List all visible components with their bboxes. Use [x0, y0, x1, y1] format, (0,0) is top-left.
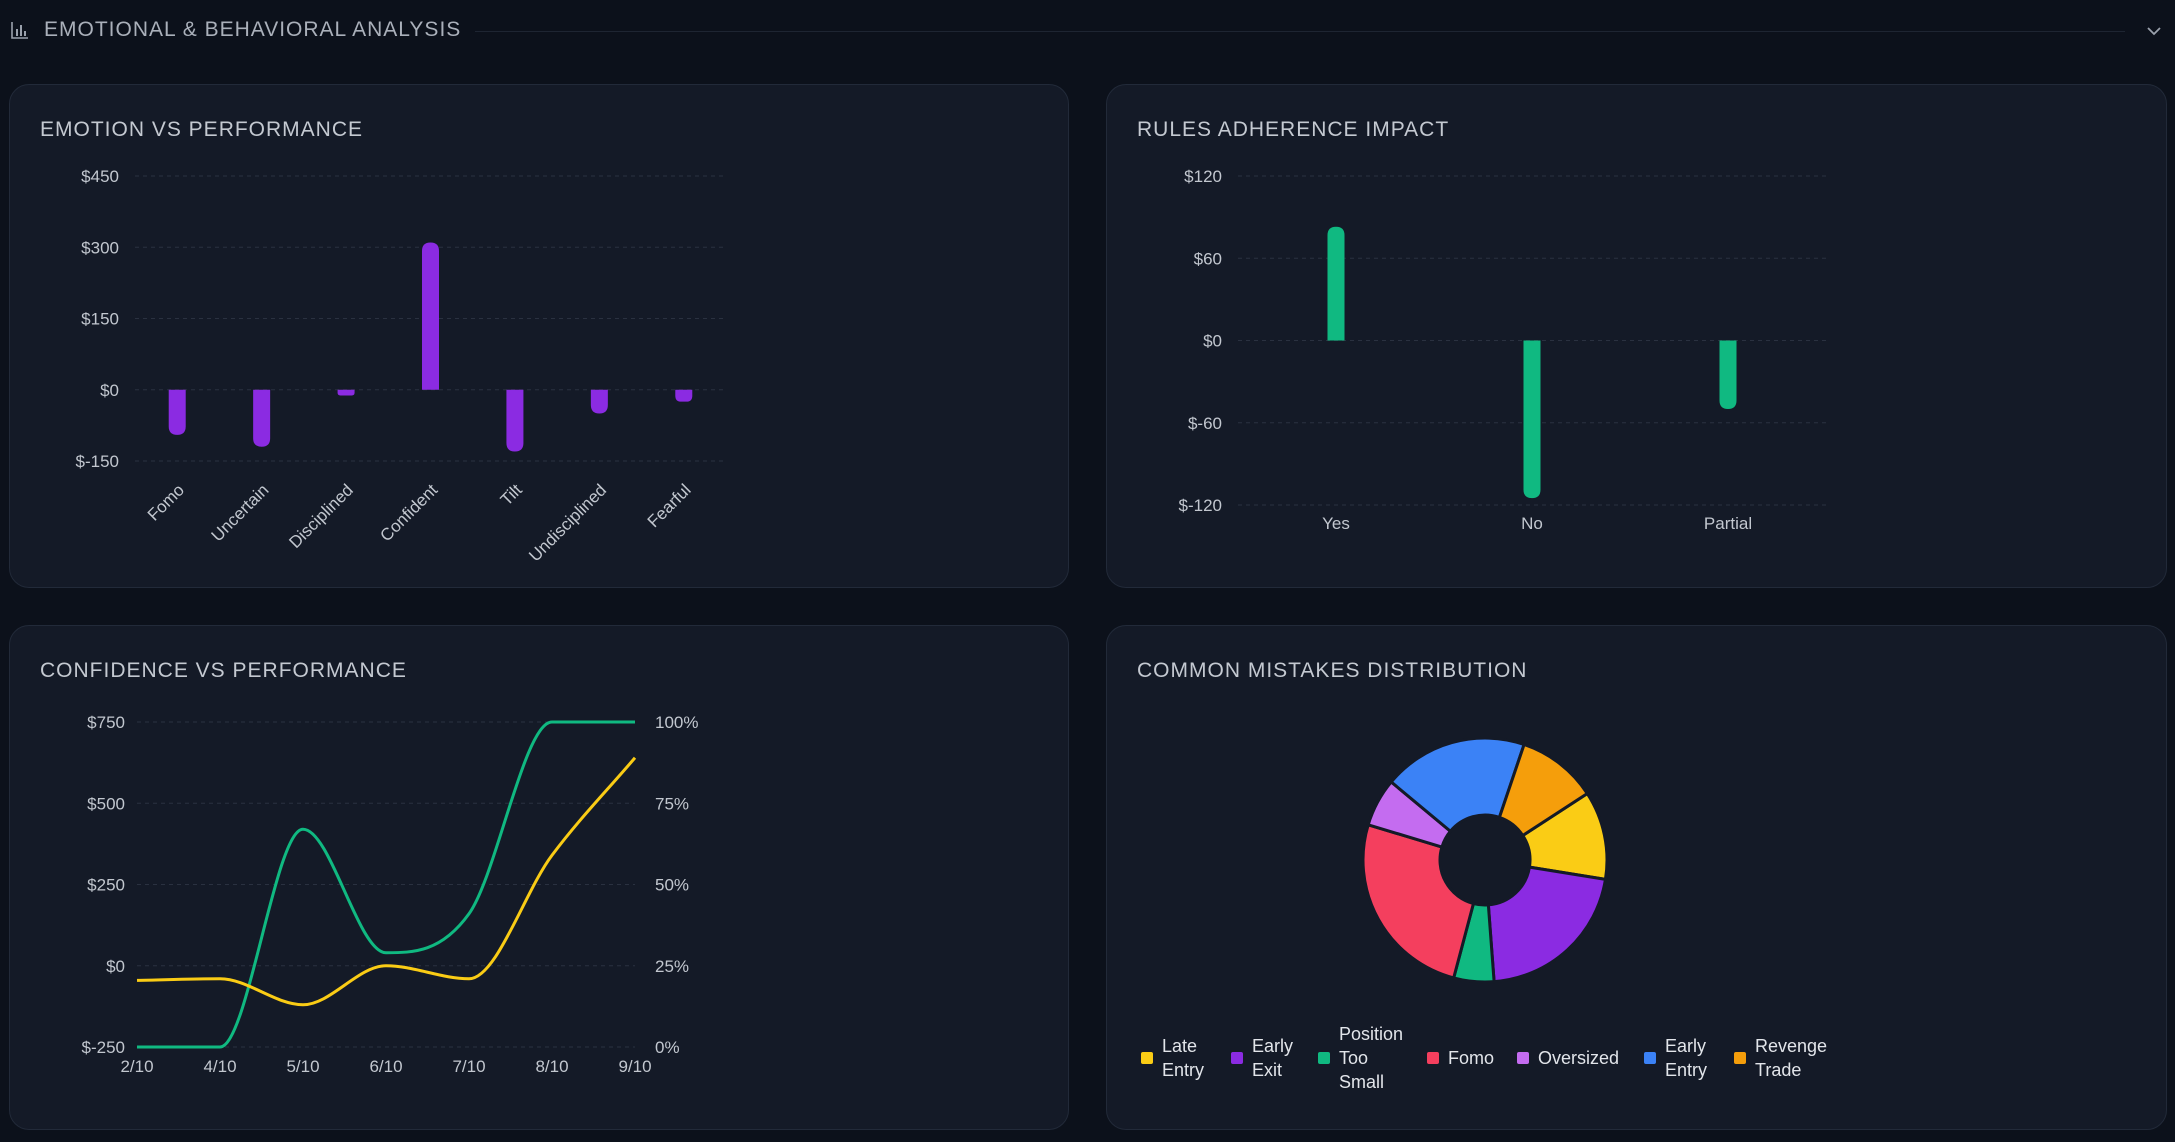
y-tick-label: $60 — [1194, 249, 1222, 268]
x-tick-label: Fearful — [644, 480, 695, 531]
legend-swatch — [1318, 1052, 1330, 1064]
confidence-line-chart: $-250 $0 $250 $500 $750 0% 25% 50% 75% 100% 2/10 4/… — [82, 713, 699, 1076]
bar-disciplined[interactable] — [337, 389, 355, 396]
y-tick-label: $-150 — [76, 452, 119, 471]
y-tick-label: $0 — [100, 381, 119, 400]
y-left-tick-label: $500 — [87, 794, 125, 813]
section-title: EMOTIONAL & BEHAVIORAL ANALYSIS — [44, 18, 462, 41]
legend-label: Early Exit — [1252, 1036, 1294, 1080]
x-tick-label: 4/10 — [203, 1057, 236, 1076]
y-tick-label: $450 — [81, 167, 119, 186]
x-tick-label: Disciplined — [285, 480, 357, 552]
legend-label: Position Too Small — [1339, 1024, 1404, 1092]
slice-early-entry[interactable] — [1389, 736, 1527, 834]
emotion-vs-performance-card: EMOTION VS PERFORMANCE $-150 $0 $150 $300 $4… — [9, 84, 1069, 588]
bar-yes[interactable] — [1327, 226, 1345, 341]
card-title: RULES ADHERENCE IMPACT — [1137, 118, 1450, 141]
x-tick-label: 8/10 — [535, 1057, 568, 1076]
bar-uncertain[interactable] — [253, 389, 271, 447]
slice-early-exit[interactable] — [1486, 865, 1608, 984]
x-tick-label: 9/10 — [618, 1057, 651, 1076]
legend-swatch — [1644, 1052, 1656, 1064]
section-divider — [475, 31, 2125, 32]
bar-fearful[interactable] — [675, 389, 693, 402]
bar-partial[interactable] — [1719, 340, 1737, 410]
legend-swatch — [1427, 1052, 1439, 1064]
legend-label: Fomo — [1448, 1048, 1495, 1068]
emotion-bar-chart: $-150 $0 $150 $300 $450 Fomo Uncertain Discipli… — [76, 167, 726, 565]
y-tick-label: $-120 — [1179, 496, 1222, 515]
slice-fomo[interactable] — [1361, 822, 1476, 980]
y-left-tick-label: $-250 — [82, 1038, 125, 1057]
x-tick-label: Undisciplined — [525, 480, 610, 565]
bar-no[interactable] — [1523, 340, 1541, 499]
y-tick-label: $-60 — [1188, 414, 1222, 433]
x-tick-label: 7/10 — [452, 1057, 485, 1076]
y-right-tick-label: 100% — [655, 713, 698, 732]
x-tick-label: Yes — [1322, 514, 1350, 533]
x-tick-label: 2/10 — [120, 1057, 153, 1076]
legend-label: Revenge Trade — [1755, 1036, 1828, 1080]
mistakes-donut-chart — [1361, 736, 1609, 984]
y-tick-label: $150 — [81, 310, 119, 329]
y-left-tick-label: $750 — [87, 713, 125, 732]
x-tick-label: 6/10 — [369, 1057, 402, 1076]
section-header[interactable]: EMOTIONAL & BEHAVIORAL ANALYSIS — [0, 0, 2175, 62]
y-tick-label: $0 — [1203, 332, 1222, 351]
y-left-tick-label: $250 — [87, 876, 125, 895]
bar-confident[interactable] — [422, 242, 439, 390]
x-tick-label: Partial — [1704, 514, 1752, 533]
legend-item[interactable]: Early Entry — [1644, 1034, 1707, 1082]
card-title: CONFIDENCE VS PERFORMANCE — [40, 659, 407, 682]
bar-undisciplined[interactable] — [590, 389, 608, 414]
rules-bar-chart: $-120 $-60 $0 $60 $120 Yes No Partial — [1179, 167, 1826, 533]
y-right-tick-label: 75% — [655, 794, 689, 813]
legend-swatch — [1141, 1052, 1153, 1064]
x-tick-label: Fomo — [144, 480, 188, 524]
bar-tilt[interactable] — [506, 389, 524, 452]
legend-swatch — [1231, 1052, 1243, 1064]
confidence-vs-performance-card: CONFIDENCE VS PERFORMANCE $-250 $0 $250 $50… — [9, 625, 1069, 1130]
series-line-1[interactable] — [136, 720, 635, 1049]
series-line-2[interactable] — [136, 756, 637, 1007]
x-tick-label: Uncertain — [208, 480, 273, 545]
y-left-tick-label: $0 — [106, 957, 125, 976]
slice-revenge-trade[interactable] — [1497, 742, 1590, 838]
legend-item[interactable]: Late Entry — [1141, 1034, 1204, 1082]
y-right-tick-label: 0% — [655, 1038, 680, 1057]
y-tick-label: $120 — [1184, 167, 1222, 186]
legend-item[interactable]: Early Exit — [1231, 1034, 1293, 1082]
common-mistakes-card: COMMON MISTAKES DISTRIBUTION Late Entry Ea… — [1106, 625, 2167, 1130]
legend-item[interactable]: Revenge Trade — [1734, 1034, 1827, 1082]
x-tick-label: Confident — [376, 480, 441, 545]
bar-chart-icon — [11, 22, 28, 39]
legend-item[interactable]: Oversized — [1517, 1046, 1619, 1070]
y-right-tick-label: 25% — [655, 957, 689, 976]
legend-label: Early Entry — [1665, 1036, 1708, 1080]
legend-label: Oversized — [1538, 1048, 1620, 1068]
legend-swatch — [1517, 1052, 1529, 1064]
x-tick-label: 5/10 — [286, 1057, 319, 1076]
x-tick-label: No — [1521, 514, 1543, 533]
y-tick-label: $300 — [81, 238, 119, 257]
legend-label: Late Entry — [1162, 1036, 1205, 1080]
card-title: COMMON MISTAKES DISTRIBUTION — [1137, 659, 1528, 682]
y-right-tick-label: 50% — [655, 876, 689, 895]
legend-swatch — [1734, 1052, 1746, 1064]
bar-fomo[interactable] — [168, 389, 186, 435]
card-title: EMOTION VS PERFORMANCE — [40, 118, 364, 141]
rules-adherence-card: RULES ADHERENCE IMPACT $-120 $-60 $0 $60 $12… — [1106, 84, 2167, 588]
legend-item[interactable]: Fomo — [1427, 1046, 1494, 1070]
legend-item[interactable]: Position Too Small — [1318, 1022, 1403, 1094]
chevron-down-icon[interactable] — [2145, 22, 2163, 40]
x-tick-label: Tilt — [497, 480, 526, 509]
